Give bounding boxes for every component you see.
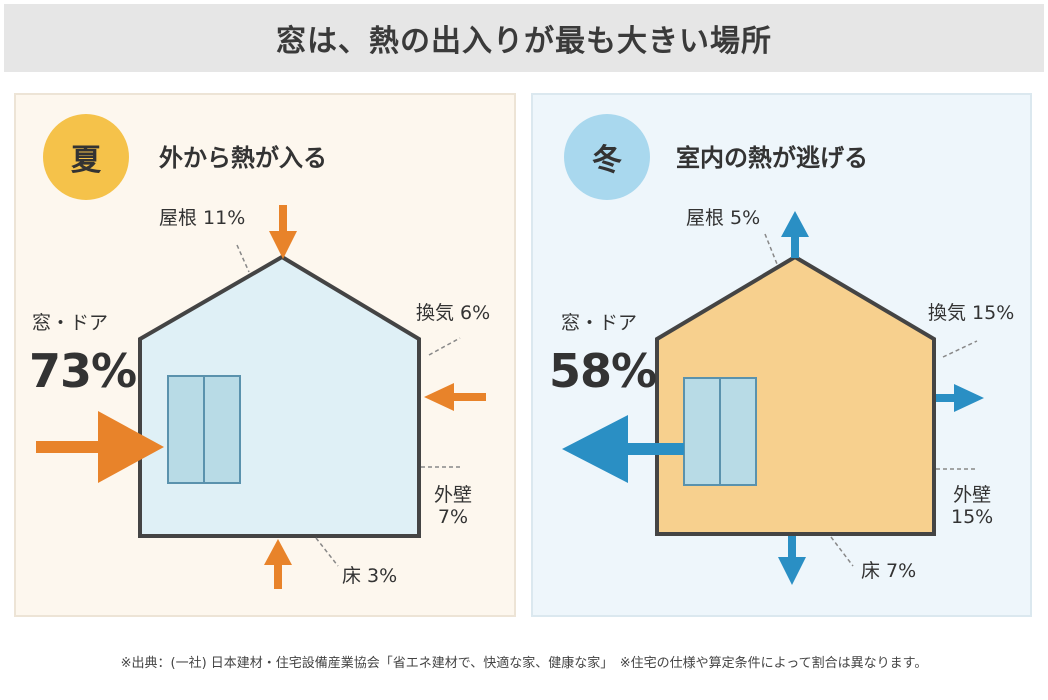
winter-season-label: 冬: [592, 143, 622, 178]
winter-window-door-label: 窓・ドア: [561, 312, 638, 334]
summer-roof-arrow: [269, 205, 297, 259]
winter-window: [683, 377, 757, 486]
winter-vent-arrow: [936, 384, 984, 412]
summer-wall-percent: 7%: [437, 505, 469, 528]
winter-vent-leader: [942, 340, 978, 358]
winter-roof-leader: [764, 233, 778, 265]
summer-floor-arrow: [264, 539, 292, 589]
summer-roof-leader: [236, 244, 250, 273]
summer-floor-leader: [315, 537, 339, 567]
summer-vent-leader: [428, 337, 461, 356]
summer-wall-label: 外壁 7%: [434, 484, 473, 529]
winter-panel: 冬 室内の熱が逃げる 屋根 5% 窓・ドア 58%: [531, 93, 1032, 617]
winter-heading: 室内の熱が逃げる: [676, 144, 868, 172]
summer-window-door-label: 窓・ドア: [32, 312, 109, 334]
source-footnote: ※出典：(一社) 日本建材・住宅設備産業協会「省エネ建材で、快適な家、健康な家」…: [120, 656, 928, 671]
winter-wall-name: 外壁: [953, 484, 992, 506]
summer-badge: 夏: [43, 114, 129, 200]
summer-house-diagram: [36, 205, 486, 589]
summer-vent-label: 換気 6%: [416, 302, 491, 324]
winter-wall-label: 外壁 15%: [951, 484, 994, 529]
summer-roof-label: 屋根 11%: [159, 207, 246, 229]
summer-window: [167, 375, 241, 484]
summer-window-door-percent: 73%: [29, 344, 137, 398]
summer-window-arrow: [36, 411, 164, 483]
winter-wall-percent: 15%: [951, 505, 994, 528]
title-bar: 窓は、熱の出入りが最も大きい場所: [4, 4, 1044, 72]
winter-vent-label: 換気 15%: [928, 302, 1015, 324]
summer-heading: 外から熱が入る: [159, 144, 327, 172]
winter-floor-label: 床 7%: [861, 560, 917, 582]
winter-window-door-percent: 58%: [549, 344, 657, 398]
winter-badge: 冬: [564, 114, 650, 200]
summer-vent-arrow: [424, 383, 486, 411]
winter-roof-label: 屋根 5%: [686, 207, 761, 229]
winter-roof-arrow: [781, 211, 809, 258]
winter-house-diagram: [562, 211, 984, 585]
summer-wall-name: 外壁: [434, 484, 473, 506]
winter-window-arrow: [562, 415, 684, 483]
summer-panel: 夏 外から熱が入る 屋根 11% 窓・ドア 73%: [14, 93, 516, 617]
page-title: 窓は、熱の出入りが最も大きい場所: [276, 24, 772, 59]
summer-season-label: 夏: [71, 143, 101, 178]
summer-floor-label: 床 3%: [342, 565, 398, 587]
winter-floor-leader: [830, 536, 854, 567]
winter-floor-arrow: [778, 536, 806, 585]
